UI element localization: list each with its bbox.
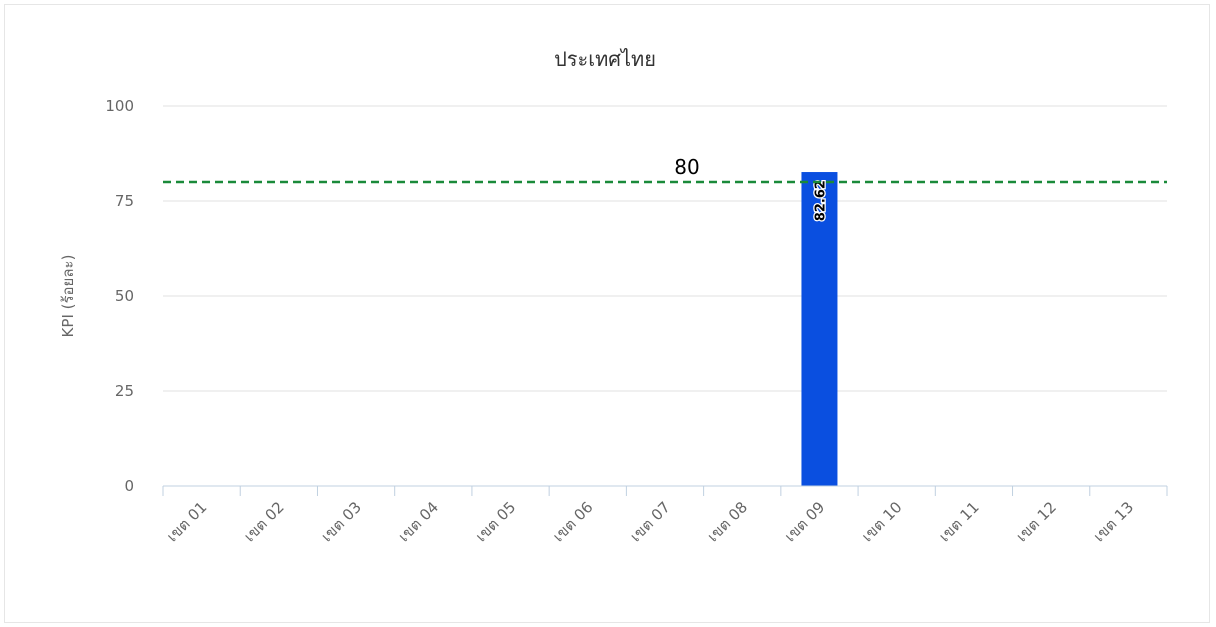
- x-tick-label: เขต 10: [858, 498, 905, 545]
- x-tick-label: เขต 13: [1090, 498, 1137, 545]
- x-tick-label: เขต 07: [626, 498, 673, 545]
- bar-data-label: 82.62: [813, 180, 828, 221]
- reference-line: 80: [163, 155, 1167, 184]
- x-tick-label: เขต 09: [781, 498, 828, 545]
- x-tick-label: เขต 06: [549, 498, 596, 545]
- y-tick-labels: 0 25 50 75 100: [105, 97, 134, 495]
- y-tick-label: 0: [124, 477, 134, 495]
- y-tick-label: 75: [115, 192, 134, 210]
- x-tick-label: เขต 08: [704, 498, 751, 545]
- chart-title: ประเทศไทย: [554, 47, 656, 71]
- x-tick-labels: เขต 01 เขต 02 เขต 03 เขต 04 เขต 05 เขต 06 เขต …: [163, 498, 1137, 545]
- x-tick-label: เขต 02: [240, 498, 287, 545]
- y-tick-label: 100: [105, 97, 134, 115]
- y-axis-label: KPI (ร้อยละ): [59, 255, 77, 338]
- bars: 82.62: [801, 172, 838, 486]
- reference-line-label: 80: [674, 155, 699, 179]
- x-tick-label: เขต 04: [395, 498, 442, 545]
- x-tick-label: เขต 05: [472, 498, 519, 545]
- y-tick-label: 50: [115, 287, 134, 305]
- gridlines: [163, 105, 1167, 392]
- chart-frame: [4, 4, 1210, 623]
- x-tick-label: เขต 01: [163, 498, 210, 545]
- x-axis: [162, 485, 1168, 496]
- x-tick-label: เขต 12: [1013, 498, 1060, 545]
- x-tick-label: เขต 03: [318, 498, 365, 545]
- bar: [801, 172, 838, 486]
- y-tick-label: 25: [115, 382, 134, 400]
- x-tick-label: เขต 11: [935, 498, 982, 545]
